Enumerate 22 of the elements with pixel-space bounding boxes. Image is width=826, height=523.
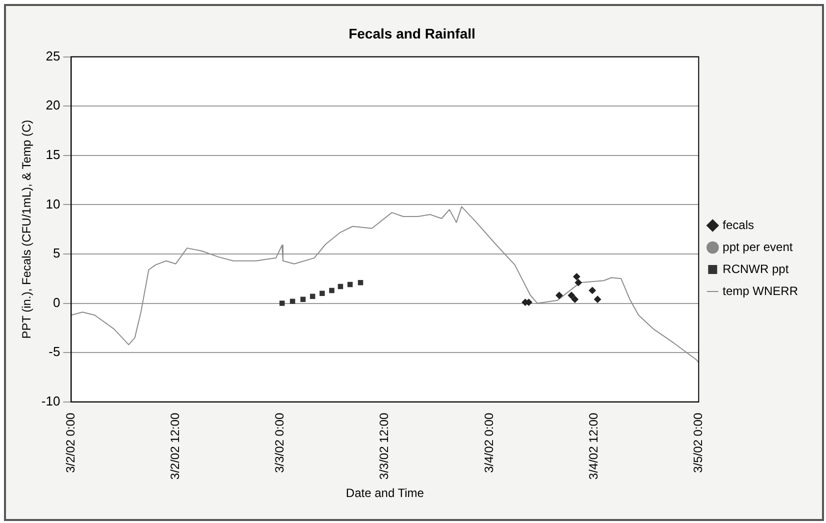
y-tick-label: 5 — [52, 246, 60, 261]
x-tick-label: 3/5/02 0:00 — [690, 412, 705, 473]
x-tick-label: 3/3/02 12:00 — [377, 412, 392, 480]
y-tick-label: -10 — [41, 393, 60, 408]
y-tick-label: -5 — [48, 344, 60, 360]
x-tick-label: 3/2/02 0:00 — [64, 412, 78, 473]
legend-label: fecals — [722, 218, 754, 232]
legend-label: ppt per event — [722, 240, 794, 254]
y-tick-label: 20 — [46, 98, 60, 113]
x-tick-label: 3/3/02 0:00 — [272, 412, 287, 473]
x-tick-label: 3/4/02 12:00 — [586, 412, 600, 480]
x-axis-title: Date and Time — [346, 486, 424, 500]
y-axis-title: PPT (in.), Fecals (CFU/1mL), & Temp (C) — [20, 120, 34, 339]
legend-label: temp WNERR — [722, 284, 798, 298]
chart-title: Fecals and Rainfall — [348, 25, 476, 42]
y-tick-label: 0 — [52, 294, 60, 310]
x-tick-label: 3/4/02 0:00 — [482, 412, 496, 473]
y-tick-label: 10 — [46, 196, 60, 212]
y-tick-label: 25 — [46, 48, 60, 64]
x-tick-label: 3/2/02 12:00 — [168, 412, 182, 480]
y-tick-label: 15 — [46, 146, 60, 162]
legend-label: RCNWR ppt — [722, 262, 790, 276]
